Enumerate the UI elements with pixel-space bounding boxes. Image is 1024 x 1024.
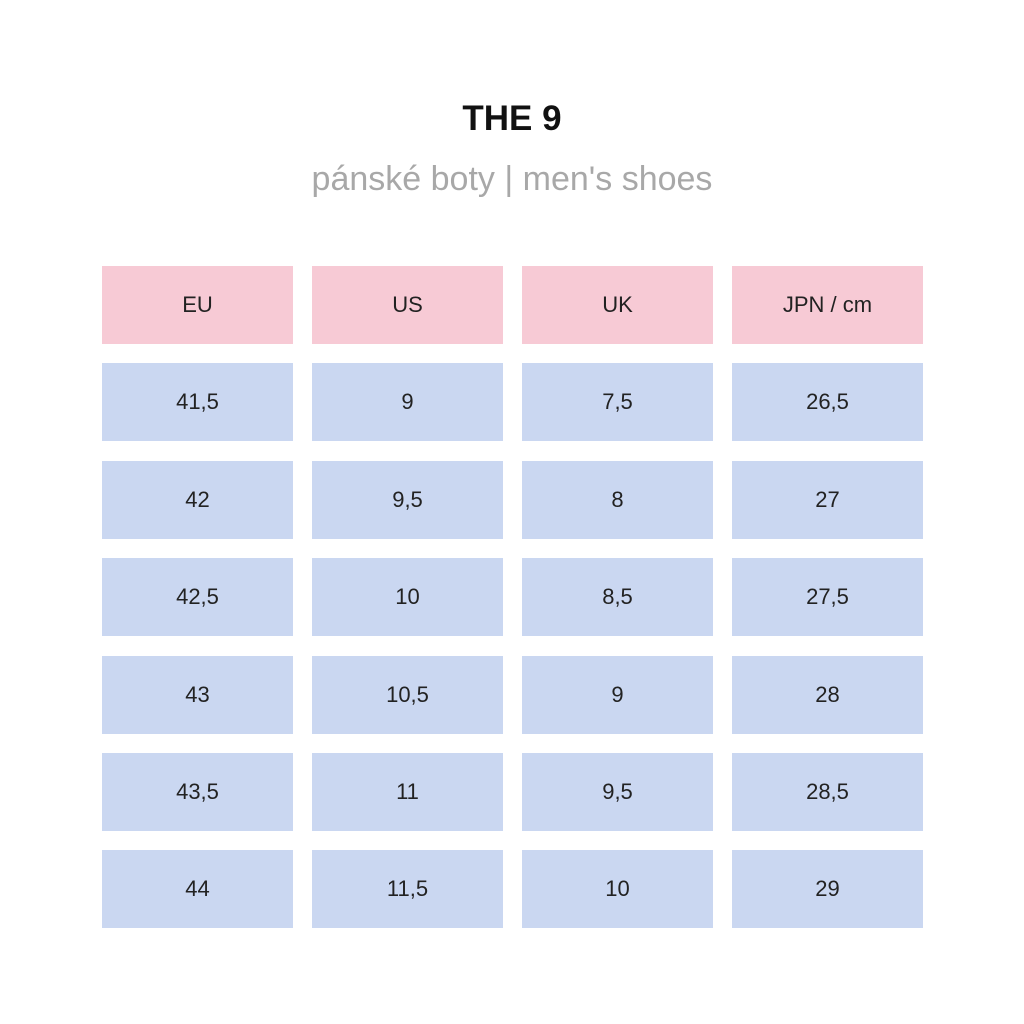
table-cell: 28,5 [732, 752, 923, 831]
table-cell: 42 [102, 460, 293, 539]
page-title: THE 9 [462, 99, 562, 138]
table-cell: 42,5 [102, 558, 293, 637]
header-cell-us: US [312, 266, 503, 344]
size-table: EU US UK JPN / cm 41,5 9 7,5 26,5 42 9,5… [102, 266, 923, 948]
table-cell: 8 [522, 460, 713, 539]
table-cell: 27 [732, 460, 923, 539]
table-cell: 9,5 [522, 752, 713, 831]
header-cell-eu: EU [102, 266, 293, 344]
table-cell: 28 [732, 655, 923, 734]
table-cell: 11 [312, 752, 503, 831]
table-cell: 41,5 [102, 363, 293, 442]
header-cell-jpn: JPN / cm [732, 266, 923, 344]
header-cell-uk: UK [522, 266, 713, 344]
table-cell: 29 [732, 850, 923, 929]
table-cell: 44 [102, 850, 293, 929]
page-subtitle: pánské boty | men's shoes [311, 160, 713, 198]
table-cell: 27,5 [732, 558, 923, 637]
table-cell: 10,5 [312, 655, 503, 734]
table-cell: 9 [312, 363, 503, 442]
table-cell: 8,5 [522, 558, 713, 637]
table-cell: 43,5 [102, 752, 293, 831]
table-cell: 11,5 [312, 850, 503, 929]
table-cell: 9 [522, 655, 713, 734]
table-cell: 26,5 [732, 363, 923, 442]
table-cell: 43 [102, 655, 293, 734]
table-cell: 7,5 [522, 363, 713, 442]
table-cell: 10 [312, 558, 503, 637]
table-cell: 9,5 [312, 460, 503, 539]
table-cell: 10 [522, 850, 713, 929]
